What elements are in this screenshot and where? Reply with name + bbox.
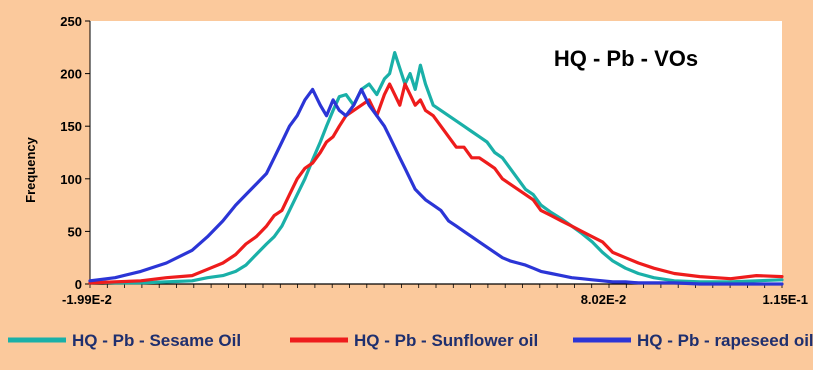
series-line-3 bbox=[88, 87, 784, 286]
chart-title: HQ - Pb - VOs bbox=[554, 46, 698, 71]
x-tick-label: -1.99E-2 bbox=[62, 292, 112, 307]
x-tick-label: 1.15E-1 bbox=[762, 292, 808, 307]
legend: HQ - Pb - Sesame Oil HQ - Pb - Sunflower … bbox=[8, 331, 813, 350]
series-line-1 bbox=[88, 51, 784, 285]
series-lines bbox=[88, 51, 784, 286]
y-axis-ticks: 0 50 100 150 200 250 bbox=[60, 14, 782, 292]
y-tick-label: 50 bbox=[68, 224, 82, 239]
legend-label-1: HQ - Pb - Sesame Oil bbox=[72, 331, 241, 350]
y-tick-label: 0 bbox=[75, 277, 82, 292]
x-tick-label: 8.02E-2 bbox=[581, 292, 627, 307]
y-tick-label: 150 bbox=[60, 119, 82, 134]
y-axis-title: Frequency bbox=[23, 136, 38, 203]
legend-label-2: HQ - Pb - Sunflower oil bbox=[354, 331, 538, 350]
y-tick-label: 100 bbox=[60, 172, 82, 187]
y-tick-label: 200 bbox=[60, 67, 82, 82]
x-axis-ticks: -1.99E-2 8.02E-2 1.15E-1 bbox=[62, 284, 808, 307]
legend-label-3: HQ - Pb - rapeseed oil bbox=[637, 331, 813, 350]
y-tick-label: 250 bbox=[60, 14, 82, 29]
series-line-2 bbox=[88, 82, 784, 285]
